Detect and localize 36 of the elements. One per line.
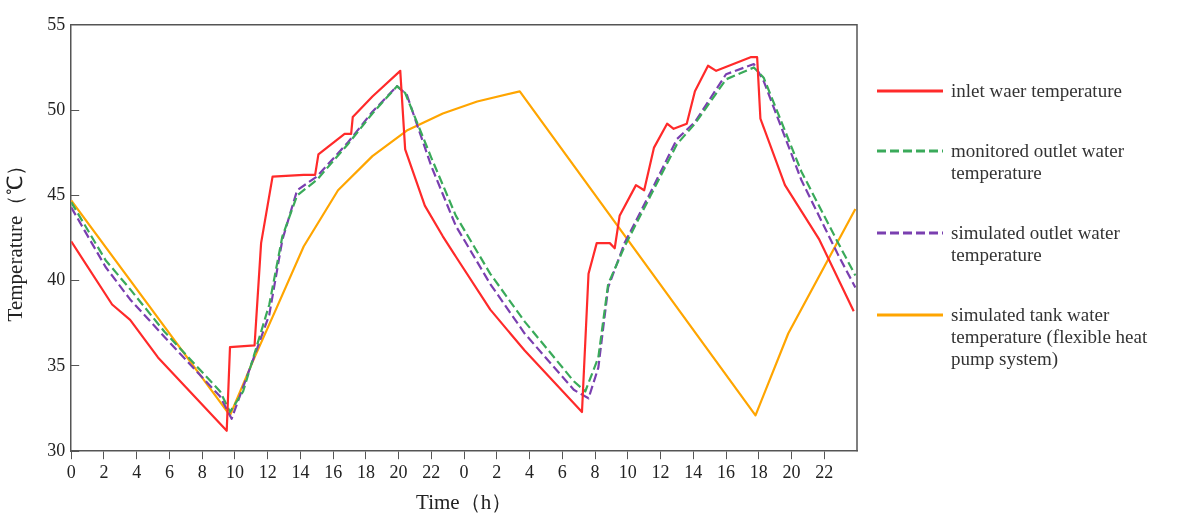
x-tick-label: 22	[815, 461, 834, 482]
x-tick-label: 14	[291, 461, 310, 482]
y-tick-label: 55	[47, 13, 66, 34]
x-tick-label: 12	[258, 461, 277, 482]
x-tick-label: 18	[356, 461, 375, 482]
legend-label: monitored outlet water temperature	[951, 140, 1126, 184]
x-tick-label: 10	[225, 461, 244, 482]
x-tick-label: 22	[422, 461, 441, 482]
x-tick-label: 20	[782, 461, 801, 482]
x-tick-label: 16	[324, 461, 343, 482]
x-tick-label: 6	[164, 461, 174, 482]
x-tick-label: 8	[590, 461, 600, 482]
x-tick-label: 0	[66, 461, 76, 482]
x-axis-title: Time（h）	[416, 489, 513, 514]
x-tick-label: 6	[557, 461, 567, 482]
x-tick-label: 14	[684, 461, 703, 482]
x-tick-label: 0	[459, 461, 469, 482]
legend-label: inlet waer temperature	[951, 80, 1122, 102]
x-tick-label: 4	[525, 461, 535, 482]
x-tick-label: 12	[651, 461, 670, 482]
x-tick-label: 2	[99, 461, 109, 482]
x-tick-label: 8	[197, 461, 207, 482]
x-tick-label: 4	[132, 461, 142, 482]
y-tick-label: 30	[47, 439, 66, 460]
x-tick-label: 18	[749, 461, 768, 482]
legend-label: simulated tank water temperature (flexible heat pump system)	[951, 304, 1149, 370]
x-tick-label: 2	[492, 461, 502, 482]
y-tick-label: 40	[47, 269, 66, 290]
y-tick-label: 45	[47, 184, 66, 205]
y-axis-title: Temperature（℃）	[3, 154, 28, 322]
x-tick-label: 16	[717, 461, 736, 482]
y-tick-label: 50	[47, 98, 66, 119]
x-tick-label: 20	[389, 461, 408, 482]
legend-label: simulated outlet water temperature	[951, 222, 1121, 266]
y-tick-label: 35	[47, 354, 66, 375]
x-tick-label: 10	[618, 461, 637, 482]
